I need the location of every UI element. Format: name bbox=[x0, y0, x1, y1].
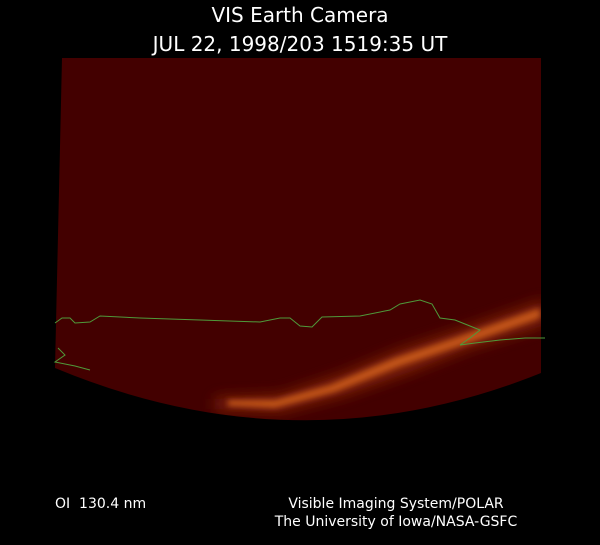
earth-image bbox=[55, 58, 541, 421]
aurora bbox=[215, 300, 541, 412]
filter-label: OI 130.4 nm bbox=[55, 496, 146, 512]
credit: The University of Iowa/NASA-GSFC bbox=[274, 514, 518, 530]
timestamp: JUL 22, 1998/203 1519:35 UT bbox=[151, 32, 448, 56]
credit: Visible Imaging System/POLAR bbox=[288, 496, 504, 512]
coastline bbox=[54, 299, 545, 346]
title: VIS Earth Camera bbox=[211, 3, 388, 27]
coastline bbox=[53, 347, 91, 371]
